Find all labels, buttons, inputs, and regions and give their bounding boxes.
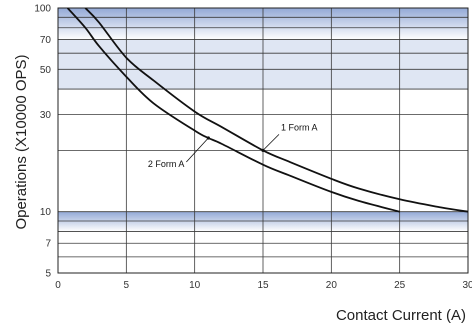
x-tick-labels: 0 5 10 15 20 25 30 [55,280,472,291]
annotation-point [261,148,265,152]
annotation-leader [186,137,209,163]
plot-frame [57,7,469,274]
x-tick-label: 5 [124,280,130,291]
y-tick-label: 100 [34,4,51,15]
y-tick-label: 10 [40,207,52,218]
x-tick-label: 15 [257,280,269,291]
annotations: 1 Form A 2 Form A [148,122,318,169]
y-tick-label: 30 [40,110,52,121]
x-tick-label: 30 [462,280,472,291]
y-tick-labels: 5 7 10 30 50 70 100 [34,4,51,280]
vertical-gridlines [125,8,401,273]
y-tick-label: 7 [45,239,51,250]
annotation-label: 2 Form A [148,159,185,169]
annotation-label: 1 Form A [281,122,318,132]
y-tick-label: 5 [45,269,51,280]
x-axis-title: Contact Current (A) [336,307,466,324]
y-tick-label: 50 [40,65,52,76]
x-tick-label: 10 [189,280,201,291]
annotation-point [206,136,210,140]
y-tick-label: 70 [40,35,52,46]
y-axis-title: Operations (X10000 OPS) [13,54,30,229]
annotation-leader [262,134,280,151]
x-tick-label: 25 [394,280,406,291]
x-tick-label: 0 [55,280,61,291]
x-tick-label: 20 [326,280,338,291]
